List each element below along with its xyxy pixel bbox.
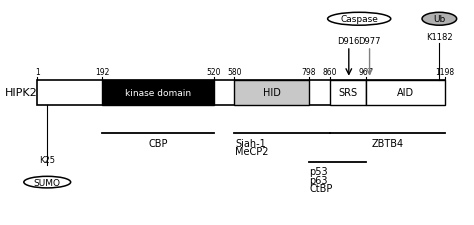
Text: Caspase: Caspase xyxy=(340,15,378,24)
Text: 520: 520 xyxy=(207,67,221,76)
Bar xyxy=(102,81,214,105)
Text: K1182: K1182 xyxy=(426,33,453,42)
Text: CBP: CBP xyxy=(148,138,168,148)
Text: ZBTB4: ZBTB4 xyxy=(371,138,403,148)
Bar xyxy=(330,81,366,105)
Text: D977: D977 xyxy=(358,36,381,45)
Text: SUMO: SUMO xyxy=(34,178,61,187)
Text: SRS: SRS xyxy=(338,88,357,98)
Bar xyxy=(366,81,445,105)
Text: HIPK2: HIPK2 xyxy=(5,88,37,98)
Text: 580: 580 xyxy=(227,67,242,76)
Text: 798: 798 xyxy=(301,67,316,76)
Ellipse shape xyxy=(328,13,391,26)
Text: kinase domain: kinase domain xyxy=(125,88,191,97)
Text: Siah-1: Siah-1 xyxy=(235,138,266,148)
Text: AID: AID xyxy=(397,88,414,98)
Bar xyxy=(37,81,445,105)
Ellipse shape xyxy=(422,13,456,26)
Text: D916: D916 xyxy=(337,36,360,45)
Text: p53: p53 xyxy=(310,167,328,177)
Text: Ub: Ub xyxy=(433,15,446,24)
Text: 1198: 1198 xyxy=(435,67,455,76)
Text: 860: 860 xyxy=(322,67,337,76)
Bar xyxy=(235,81,309,105)
Text: K25: K25 xyxy=(39,155,55,164)
Text: 1: 1 xyxy=(35,67,40,76)
Text: 192: 192 xyxy=(95,67,109,76)
Text: HID: HID xyxy=(263,88,281,98)
Text: 967: 967 xyxy=(359,67,374,76)
Text: CtBP: CtBP xyxy=(310,183,333,193)
Text: MeCP2: MeCP2 xyxy=(235,146,269,156)
Ellipse shape xyxy=(24,177,71,188)
Text: p63: p63 xyxy=(310,175,328,185)
